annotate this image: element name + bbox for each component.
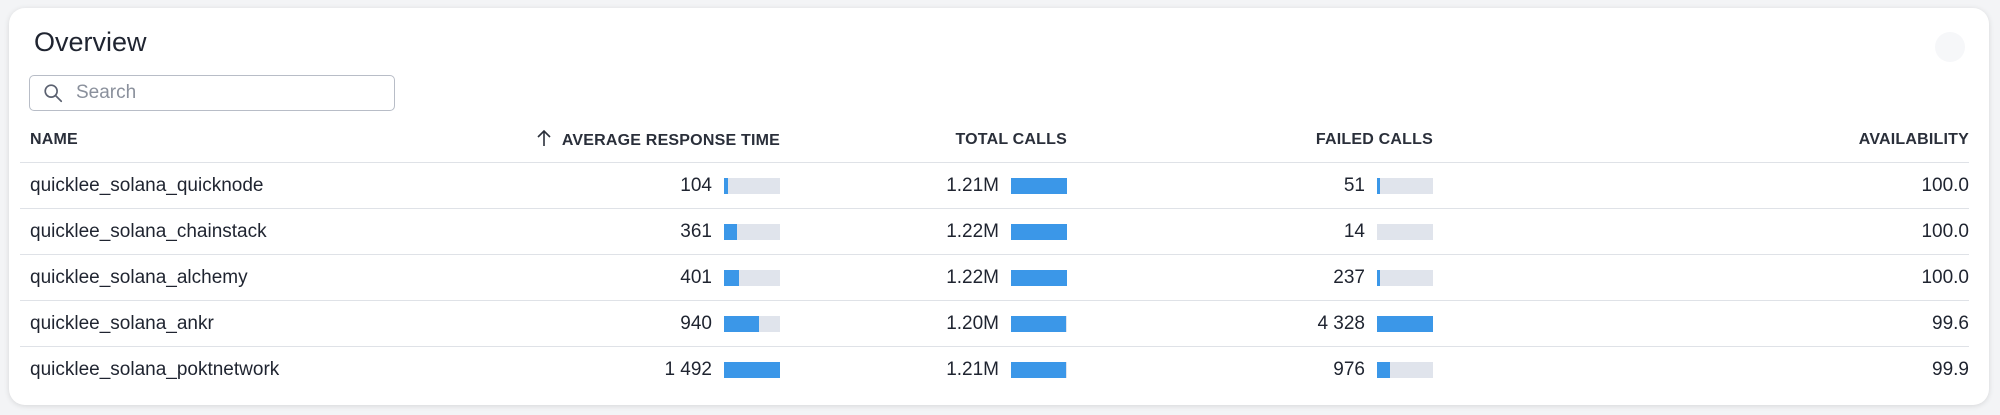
bar-fill-total-calls: [1011, 269, 1067, 286]
sort-ascending-icon: [537, 129, 551, 146]
bar-avg-response: [724, 269, 780, 286]
value-avg-response: 940: [680, 312, 712, 334]
column-header-avg-response[interactable]: AVERAGE RESPONSE TIME: [470, 117, 780, 163]
table-row[interactable]: quicklee_solana_ankr 940 1.20M 4 328 99.6: [20, 300, 1969, 347]
bar-failed-calls: [1377, 177, 1433, 194]
cell-total-calls: 1.22M: [780, 254, 1067, 301]
table-header-row: NAME AVERAGE RESPONSE TIME TOTAL CALLS F…: [20, 117, 1969, 163]
bar-total-calls: [1011, 177, 1067, 194]
cell-failed-calls: 4 328: [1067, 300, 1433, 347]
bar-fill-failed-calls: [1377, 177, 1380, 194]
bar-avg-response: [724, 315, 780, 332]
bar-fill-total-calls: [1011, 223, 1067, 240]
value-avg-response: 401: [680, 266, 712, 288]
value-failed-calls: 51: [1343, 174, 1365, 196]
bar-total-calls: [1011, 315, 1067, 332]
column-header-name[interactable]: NAME: [20, 117, 470, 163]
table-row[interactable]: quicklee_solana_poktnetwork 1 492 1.21M 976…: [20, 347, 1969, 393]
row-name: quicklee_solana_ankr: [20, 300, 470, 347]
cell-avg-response: 1 492: [470, 347, 780, 393]
cell-avg-response: 104: [470, 162, 780, 209]
value-total-calls: 1.22M: [946, 266, 999, 288]
bar-failed-calls: [1377, 315, 1433, 332]
cell-failed-calls: 976: [1067, 347, 1433, 393]
value-avg-response: 361: [680, 220, 712, 242]
bar-total-calls: [1011, 361, 1067, 378]
bar-fill-avg-response: [724, 269, 739, 286]
cell-availability: 100.0: [1433, 208, 1969, 255]
row-name: quicklee_solana_chainstack: [20, 208, 470, 255]
bar-fill-total-calls: [1011, 177, 1067, 194]
bar-fill-failed-calls: [1377, 315, 1433, 332]
cell-total-calls: 1.21M: [780, 347, 1067, 393]
bar-avg-response: [724, 223, 780, 240]
table-row[interactable]: quicklee_solana_quicknode 104 1.21M 51 100.0: [20, 162, 1969, 209]
panel-menu-icon[interactable]: [1935, 32, 1965, 62]
value-total-calls: 1.22M: [946, 220, 999, 242]
cell-avg-response: 940: [470, 300, 780, 347]
cell-availability: 100.0: [1433, 254, 1969, 301]
bar-fill-avg-response: [724, 315, 759, 332]
value-total-calls: 1.20M: [946, 312, 999, 334]
search-icon: [44, 84, 63, 103]
value-total-calls: 1.21M: [946, 174, 999, 196]
bar-failed-calls: [1377, 361, 1433, 378]
table-row[interactable]: quicklee_solana_alchemy 401 1.22M 237 100.0: [20, 254, 1969, 301]
cell-avg-response: 361: [470, 208, 780, 255]
cell-availability: 99.6: [1433, 300, 1969, 347]
table-row[interactable]: quicklee_solana_chainstack 361 1.22M 14 100.…: [20, 208, 1969, 255]
bar-fill-avg-response: [724, 177, 728, 194]
column-header-total-calls[interactable]: TOTAL CALLS: [780, 117, 1067, 163]
value-avg-response: 104: [680, 174, 712, 196]
cell-total-calls: 1.21M: [780, 162, 1067, 209]
bar-fill-total-calls: [1011, 361, 1066, 378]
cell-total-calls: 1.22M: [780, 208, 1067, 255]
cell-availability: 100.0: [1433, 162, 1969, 209]
bar-fill-failed-calls: [1377, 269, 1380, 286]
bar-avg-response: [724, 177, 780, 194]
value-failed-calls: 237: [1333, 266, 1365, 288]
value-total-calls: 1.21M: [946, 358, 999, 380]
bar-total-calls: [1011, 269, 1067, 286]
value-failed-calls: 14: [1343, 220, 1365, 242]
bar-failed-calls: [1377, 269, 1433, 286]
column-header-avg-response-label: AVERAGE RESPONSE TIME: [561, 132, 780, 149]
cell-failed-calls: 14: [1067, 208, 1433, 255]
overview-table: NAME AVERAGE RESPONSE TIME TOTAL CALLS F…: [20, 117, 1969, 392]
column-header-failed-calls[interactable]: FAILED CALLS: [1067, 117, 1433, 163]
value-failed-calls: 976: [1333, 358, 1365, 380]
search-box[interactable]: [29, 75, 395, 111]
value-failed-calls: 4 328: [1317, 312, 1365, 334]
row-name: quicklee_solana_poktnetwork: [30, 358, 280, 380]
cell-failed-calls: 237: [1067, 254, 1433, 301]
cell-total-calls: 1.20M: [780, 300, 1067, 347]
cell-failed-calls: 51: [1067, 162, 1433, 209]
bar-failed-calls: [1377, 223, 1433, 240]
bar-fill-failed-calls: [1377, 361, 1390, 378]
column-header-availability[interactable]: AVAILABILITY: [1433, 117, 1969, 163]
row-name: quicklee_solana_alchemy: [20, 254, 470, 301]
search-input[interactable]: [74, 81, 378, 105]
panel-title: Overview: [34, 27, 147, 57]
cell-avg-response: 401: [470, 254, 780, 301]
bar-total-calls: [1011, 223, 1067, 240]
value-avg-response: 1 492: [664, 358, 712, 380]
bar-fill-avg-response: [724, 223, 737, 240]
cell-availability: 99.9: [1932, 358, 1969, 380]
bar-fill-avg-response: [724, 361, 780, 378]
bar-fill-total-calls: [1011, 315, 1066, 332]
row-name: quicklee_solana_quicknode: [20, 162, 470, 209]
bar-avg-response: [724, 361, 780, 378]
